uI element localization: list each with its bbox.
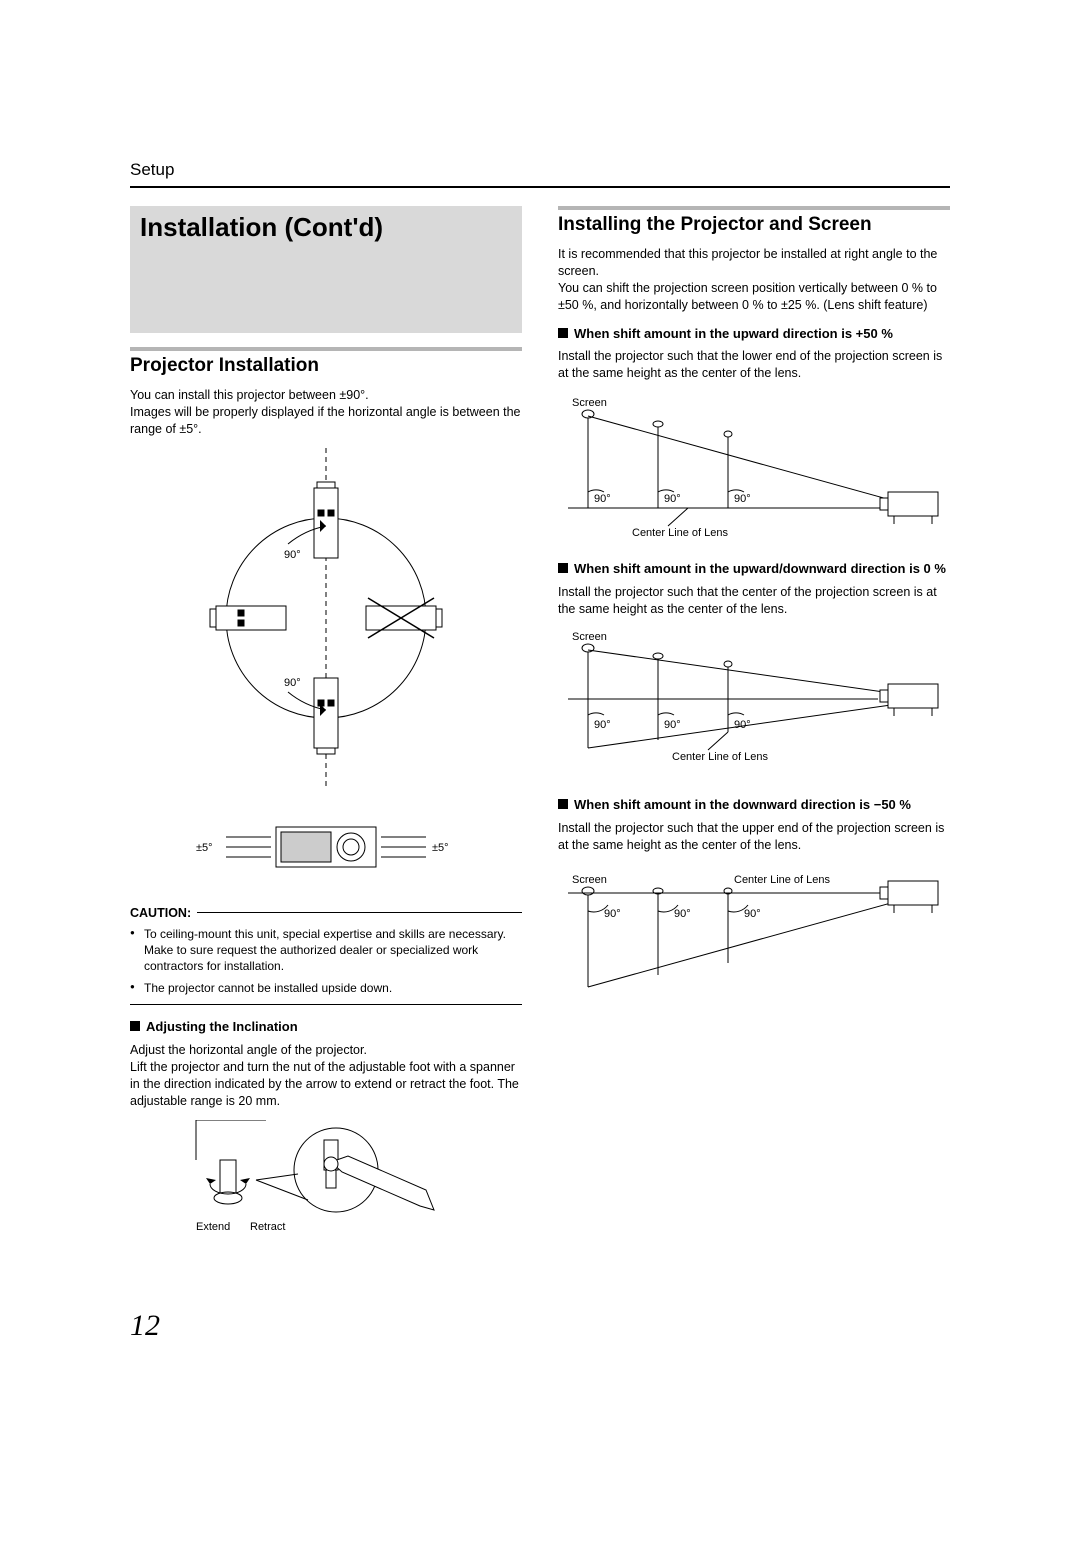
screen-label: Screen: [572, 874, 607, 886]
center-line-label: Center Line of Lens: [734, 874, 831, 886]
tilt-left-label: ±5°: [196, 842, 213, 854]
shift-zero-heading: When shift amount in the upward/downward…: [558, 561, 950, 578]
gray-rule: [558, 206, 950, 210]
right-heading: Installing the Projector and Screen: [558, 214, 950, 236]
caution-block: CAUTION: To ceiling-mount this unit, spe…: [130, 906, 522, 1006]
svg-text:90°: 90°: [594, 493, 611, 505]
tilt-right-label: ±5°: [432, 842, 449, 854]
square-icon: [558, 328, 568, 338]
caution-item: The projector cannot be installed upside…: [144, 980, 522, 996]
shift-up-body: Install the projector such that the lowe…: [558, 348, 950, 382]
shift-down-diagram: Screen Center Line of Lens 90° 90° 90°: [558, 863, 950, 1008]
adjust-heading: Adjusting the Inclination: [130, 1019, 522, 1036]
square-icon: [558, 799, 568, 809]
svg-text:90°: 90°: [744, 908, 761, 920]
angle-label: 90°: [284, 677, 301, 689]
svg-text:90°: 90°: [734, 719, 751, 731]
angle-label: 90°: [284, 549, 301, 561]
right-column: Installing the Projector and Screen It i…: [558, 206, 950, 1269]
caution-item: To ceiling-mount this unit, special expe…: [144, 926, 522, 975]
tilt-diagram: ±5° ±5°: [130, 807, 522, 892]
caution-label: CAUTION:: [130, 906, 191, 920]
center-line-label: Center Line of Lens: [632, 527, 729, 539]
screen-label: Screen: [572, 397, 607, 409]
left-column: Installation (Cont'd) Projector Installa…: [130, 206, 522, 1269]
gray-rule: [130, 347, 522, 351]
svg-text:90°: 90°: [664, 493, 681, 505]
title-box: Installation (Cont'd): [130, 206, 522, 333]
square-icon: [130, 1021, 140, 1031]
rotation-diagram: 90° 90°: [130, 448, 522, 793]
square-icon: [558, 563, 568, 573]
shift-down-heading: When shift amount in the downward direct…: [558, 797, 950, 814]
extend-label: Extend: [196, 1221, 230, 1233]
shift-zero-diagram: Screen 90° 90° 90° Center Line of Lens: [558, 628, 950, 783]
right-intro: It is recommended that this projector be…: [558, 246, 950, 314]
shift-up-diagram: Screen 90° 90° 90° Center Line of Lens: [558, 392, 950, 547]
foot-diagram: Extend Retract: [130, 1120, 522, 1255]
two-column-layout: Installation (Cont'd) Projector Installa…: [130, 206, 950, 1269]
shift-down-body: Install the projector such that the uppe…: [558, 820, 950, 854]
svg-text:90°: 90°: [674, 908, 691, 920]
svg-text:90°: 90°: [664, 719, 681, 731]
caution-list: To ceiling-mount this unit, special expe…: [130, 926, 522, 997]
retract-label: Retract: [250, 1221, 285, 1233]
svg-text:90°: 90°: [604, 908, 621, 920]
left-heading: Projector Installation: [130, 355, 522, 377]
svg-text:90°: 90°: [594, 719, 611, 731]
shift-up-heading: When shift amount in the upward directio…: [558, 326, 950, 343]
page-number: 12: [130, 1309, 950, 1343]
center-line-label: Center Line of Lens: [672, 751, 769, 763]
screen-label: Screen: [572, 631, 607, 643]
adjust-body: Adjust the horizontal angle of the proje…: [130, 1042, 522, 1110]
left-intro: You can install this projector between ±…: [130, 387, 522, 438]
svg-text:90°: 90°: [734, 493, 751, 505]
section-label: Setup: [130, 160, 950, 180]
page-title: Installation (Cont'd): [140, 212, 512, 243]
top-rule: [130, 186, 950, 188]
shift-zero-body: Install the projector such that the cent…: [558, 584, 950, 618]
